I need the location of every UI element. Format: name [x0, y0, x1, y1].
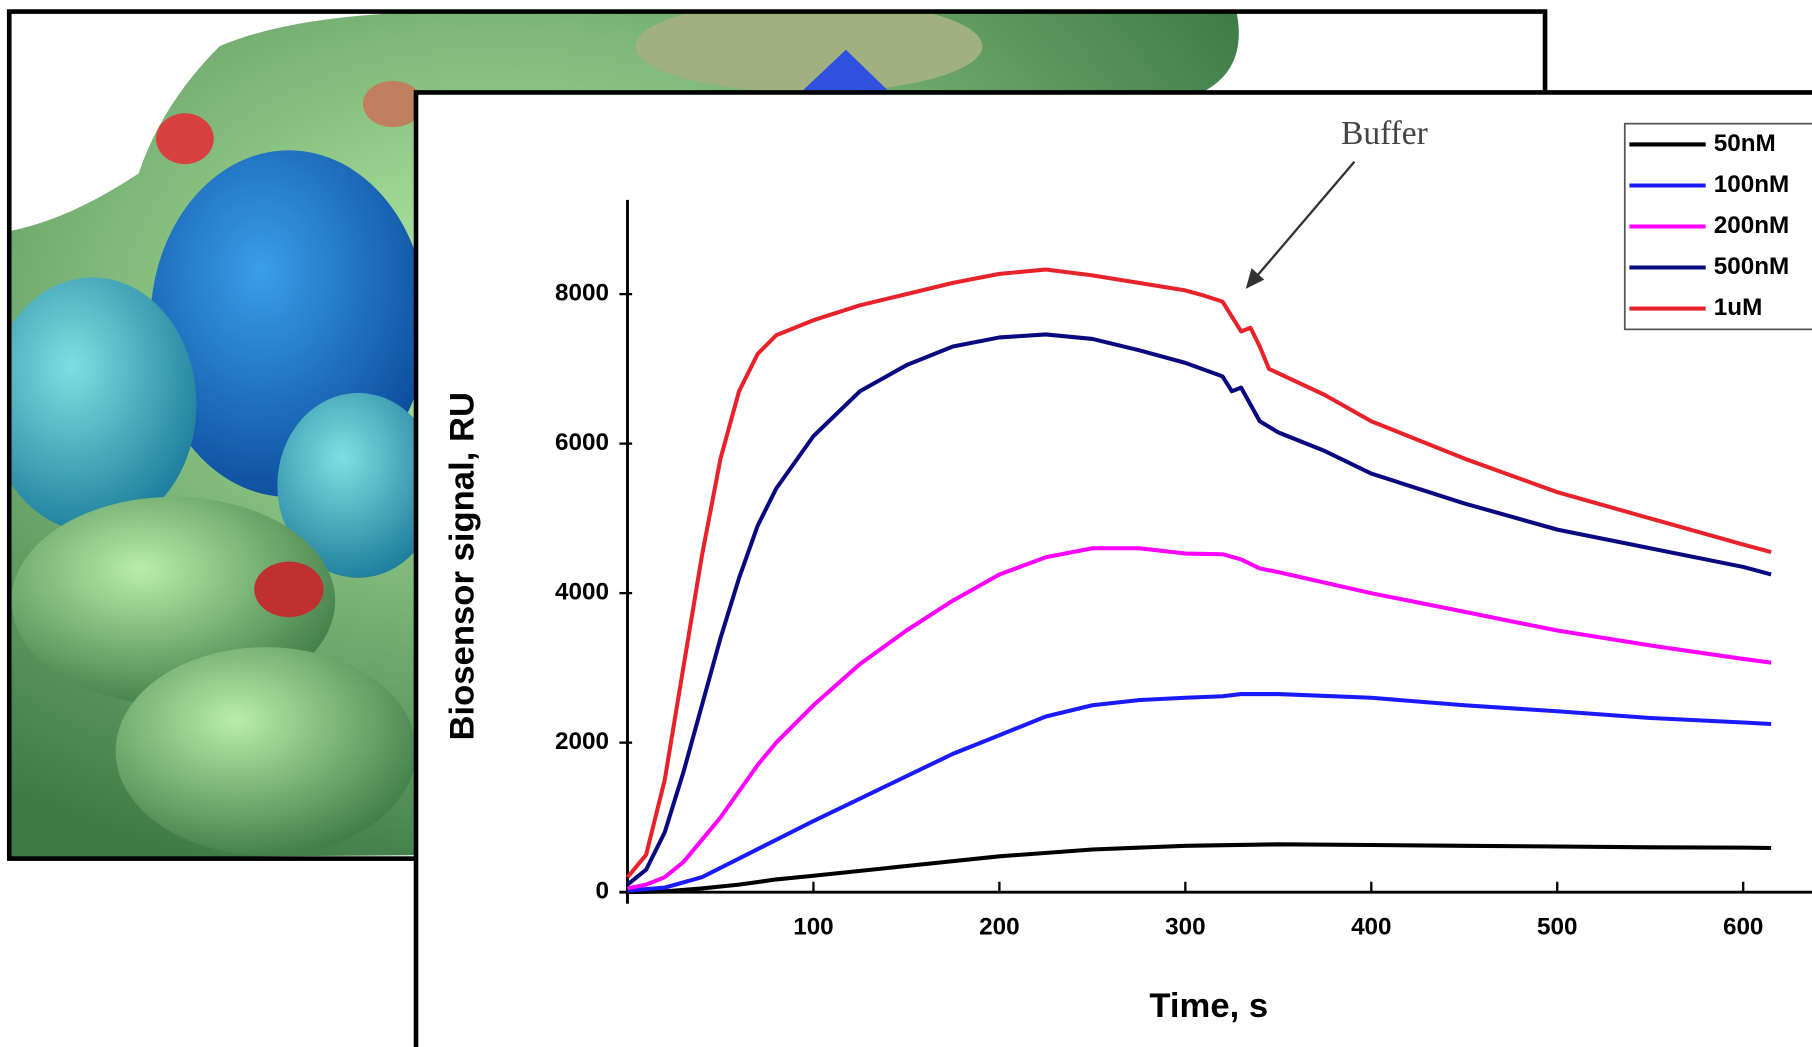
y-tick-label: 8000	[555, 280, 609, 307]
series-line	[626, 332, 1772, 887]
x-tick-label: 500	[1537, 913, 1577, 940]
y-tick-label: 2000	[555, 728, 609, 755]
x-tick-label: 300	[1165, 913, 1205, 940]
arrow-head	[1245, 268, 1265, 289]
annotation-arrow	[1252, 161, 1356, 281]
y-tick-label: 0	[596, 878, 610, 905]
legend-label: 200nM	[1714, 212, 1789, 239]
series-line	[627, 842, 1772, 895]
annotation: Buffer	[1341, 115, 1428, 152]
x-tick-label: 400	[1351, 913, 1391, 940]
y-axis-label: Biosensor signal, RU	[444, 392, 482, 741]
x-tick-label: 600	[1723, 913, 1763, 940]
series-line	[627, 692, 1772, 893]
y-tick-label: 4000	[555, 579, 609, 606]
legend-label: 1uM	[1714, 294, 1763, 321]
legend-label: 100nM	[1714, 171, 1789, 198]
legend-label: 50nM	[1714, 130, 1776, 157]
x-tick-label: 200	[979, 913, 1019, 940]
series-line	[625, 267, 1772, 879]
legend-label: 500nM	[1714, 253, 1789, 280]
series-line	[627, 546, 1772, 891]
x-axis-label: Time, s	[1149, 987, 1268, 1025]
front-panel	[413, 90, 1812, 1047]
y-tick-label: 6000	[555, 429, 609, 456]
x-tick-label: 100	[793, 913, 833, 940]
